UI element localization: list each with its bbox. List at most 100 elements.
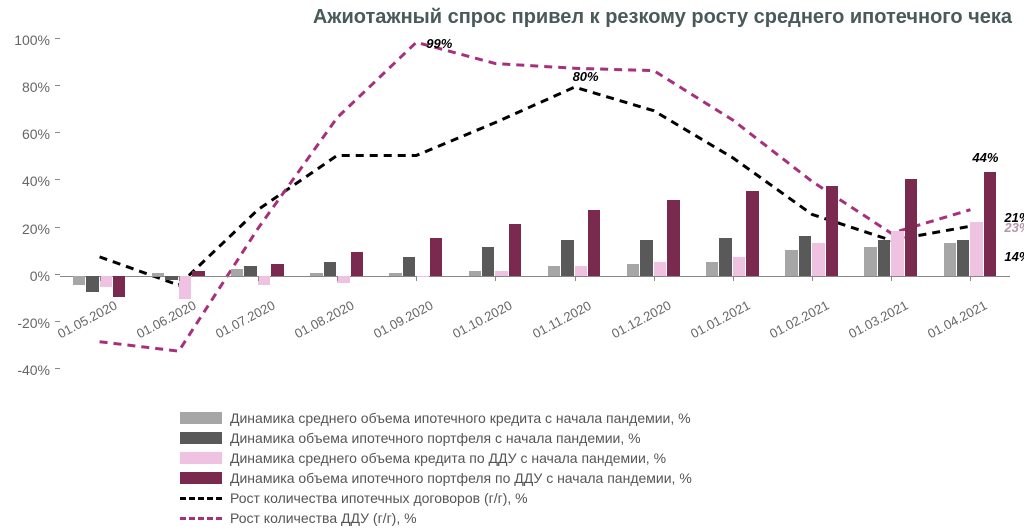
bar (495, 271, 507, 276)
y-tick-label: 20% (22, 221, 50, 237)
y-tick (55, 368, 60, 369)
legend-item: Динамика объема ипотечного портфеля по Д… (180, 468, 692, 488)
bar (957, 240, 969, 275)
bar (548, 266, 560, 275)
legend-item: Динамика среднего объема кредита по ДДУ … (180, 448, 692, 468)
legend-swatch (180, 452, 222, 464)
data-label: 44% (972, 150, 998, 165)
legend-swatch (180, 432, 222, 444)
bar (719, 238, 731, 276)
chart-title: Ажиотажный спрос привел к резкому росту … (313, 6, 1012, 29)
bar (812, 243, 824, 276)
x-tick (416, 276, 417, 281)
data-label: 80% (573, 69, 599, 84)
line-series (100, 87, 971, 285)
legend-label: Динамика среднего объема кредита по ДДУ … (230, 450, 666, 466)
bar (588, 210, 600, 276)
legend-line-swatch (180, 517, 222, 520)
legend-label: Динамика объема ипотечного портфеля по Д… (230, 470, 692, 486)
bar (944, 243, 956, 276)
bar (509, 224, 521, 276)
x-tick (337, 276, 338, 281)
bar (627, 264, 639, 276)
bar (351, 252, 363, 276)
bar (430, 238, 442, 276)
y-tick (55, 321, 60, 322)
legend-label: Рост количества ДДУ (г/г), % (230, 510, 417, 526)
bar (654, 262, 666, 276)
bar (864, 247, 876, 275)
x-tick (970, 276, 971, 281)
bar (231, 269, 243, 276)
y-tick-label: -20% (17, 315, 50, 331)
bar (469, 271, 481, 276)
bar (100, 276, 112, 288)
bar (165, 276, 177, 281)
bar (733, 257, 745, 276)
x-tick (812, 276, 813, 281)
bar (337, 276, 349, 283)
bar (416, 276, 428, 277)
y-tick-label: 100% (14, 32, 50, 48)
bar (878, 240, 890, 275)
legend-label: Динамика объема ипотечного портфеля с на… (230, 430, 641, 446)
bar (389, 273, 401, 275)
line-series (100, 42, 971, 351)
zero-line (60, 276, 1010, 278)
bar (905, 179, 917, 276)
data-label: 23% (1004, 220, 1024, 235)
x-tick (575, 276, 576, 281)
legend-item: Динамика среднего объема ипотечного кред… (180, 408, 692, 428)
x-tick (495, 276, 496, 281)
y-tick-label: 40% (22, 173, 50, 189)
data-label: 14% (1004, 249, 1024, 264)
legend-item: Рост количества ДДУ (г/г), % (180, 508, 692, 528)
bar (258, 276, 270, 285)
bar (310, 273, 322, 275)
y-tick (55, 85, 60, 86)
legend-label: Динамика среднего объема ипотечного кред… (230, 410, 691, 426)
y-axis: -40%-20%0%20%40%60%80%100% (0, 40, 55, 370)
bar (179, 276, 191, 300)
x-tick (733, 276, 734, 281)
data-label: 99% (426, 36, 452, 51)
y-tick-label: 60% (22, 126, 50, 142)
bar (192, 271, 204, 276)
bar (667, 200, 679, 275)
bar (113, 276, 125, 297)
y-tick (55, 38, 60, 39)
legend: Динамика среднего объема ипотечного кред… (180, 408, 692, 528)
bar (324, 262, 336, 276)
y-tick (55, 227, 60, 228)
y-tick (55, 132, 60, 133)
y-tick-label: 0% (30, 268, 50, 284)
x-tick (179, 276, 180, 281)
bar (891, 231, 903, 276)
x-tick (258, 276, 259, 281)
bar (799, 236, 811, 276)
legend-item: Динамика объема ипотечного портфеля с на… (180, 428, 692, 448)
legend-label: Рост количества ипотечных договоров (г/г… (230, 490, 528, 506)
bar (706, 262, 718, 276)
bar (561, 240, 573, 275)
x-axis: 01.05.202001.06.202001.07.202001.08.2020… (60, 370, 1010, 410)
bar (403, 257, 415, 276)
bar (785, 250, 797, 276)
y-tick-label: -40% (17, 362, 50, 378)
y-tick (55, 179, 60, 180)
legend-item: Рост количества ипотечных договоров (г/г… (180, 488, 692, 508)
bar (970, 222, 982, 276)
bar (640, 240, 652, 275)
bar (826, 186, 838, 276)
bar (152, 273, 164, 275)
x-tick (654, 276, 655, 281)
bar (271, 264, 283, 276)
x-tick (100, 276, 101, 281)
bar (575, 266, 587, 275)
chart-container: Ажиотажный спрос привел к резкому росту … (0, 0, 1024, 532)
legend-swatch (180, 472, 222, 484)
bar (984, 172, 996, 276)
x-tick (891, 276, 892, 281)
bar (244, 266, 256, 275)
bar (86, 276, 98, 293)
